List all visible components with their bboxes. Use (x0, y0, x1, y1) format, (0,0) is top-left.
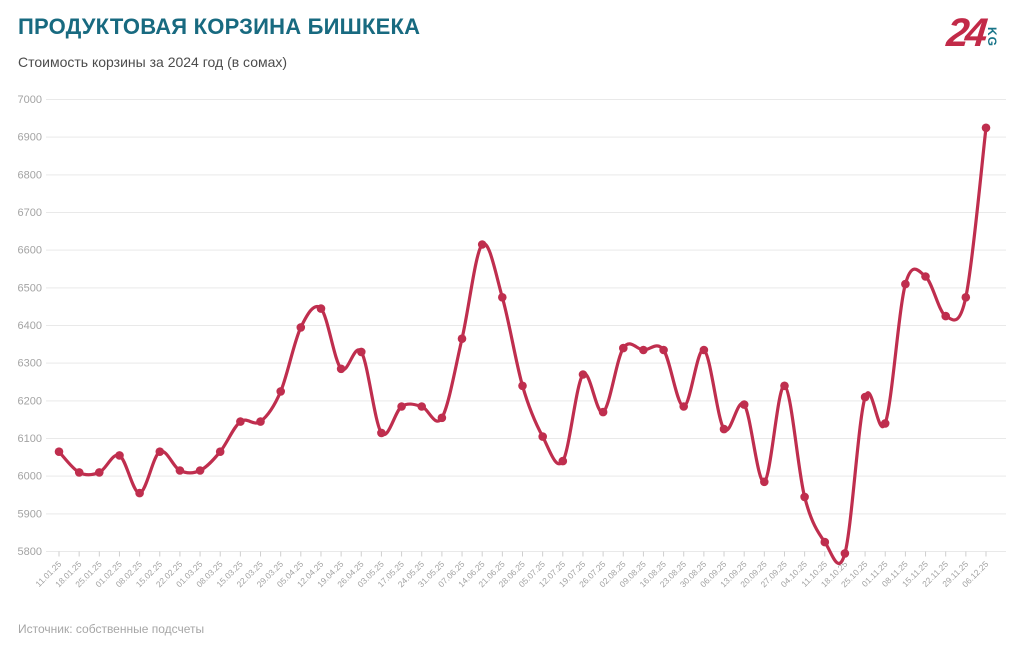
y-axis-label: 6900 (18, 132, 42, 144)
data-point (598, 407, 608, 417)
data-point (477, 240, 487, 249)
data-point (538, 432, 547, 441)
y-axis-label: 6300 (18, 358, 42, 370)
data-point (941, 311, 950, 321)
y-axis-label: 5800 (18, 546, 42, 558)
data-point (236, 417, 245, 426)
data-point (961, 293, 971, 302)
data-point (437, 413, 447, 423)
data-point (659, 345, 668, 355)
data-point (336, 364, 346, 374)
data-point (820, 537, 830, 547)
data-point (719, 424, 729, 434)
data-point (518, 381, 527, 391)
data-point (921, 272, 930, 281)
data-point (397, 402, 406, 411)
data-point (760, 477, 769, 487)
data-point (417, 402, 427, 411)
y-axis-label: 6000 (18, 471, 42, 483)
data-point (357, 347, 366, 357)
data-point (699, 345, 709, 355)
y-axis-label: 5900 (18, 508, 42, 520)
data-point (95, 468, 104, 477)
data-point (175, 466, 185, 475)
data-point (639, 345, 648, 355)
data-point (860, 392, 870, 402)
y-axis-label: 6800 (18, 169, 42, 181)
page-title: ПРОДУКТОВАЯ КОРЗИНА БИШКЕКА (18, 14, 421, 39)
data-point (215, 447, 225, 457)
data-point (377, 428, 386, 438)
data-point (54, 447, 64, 457)
data-point (74, 468, 84, 477)
data-point (256, 417, 265, 426)
y-axis-label: 7000 (18, 94, 42, 106)
data-point (276, 387, 286, 396)
chart-subtitle: Стоимость корзины за 2024 год (в сомах) (18, 54, 288, 70)
data-point (457, 334, 467, 344)
data-point (901, 279, 910, 289)
y-axis-label: 6600 (18, 245, 42, 257)
y-axis-label: 6500 (18, 282, 42, 294)
data-point (619, 343, 628, 353)
data-point (739, 400, 749, 409)
data-point (498, 293, 507, 302)
source-note: Источник: собственные подсчеты (18, 622, 205, 636)
data-point (316, 304, 326, 313)
data-point (155, 447, 165, 457)
data-point (558, 456, 568, 466)
data-point (880, 419, 890, 428)
y-axis-label: 6400 (18, 320, 42, 332)
data-point (115, 451, 124, 460)
data-point (296, 323, 306, 332)
data-point (780, 381, 789, 391)
series-line (57, 126, 988, 565)
data-point (195, 466, 205, 475)
data-point (679, 402, 688, 411)
y-axis-label: 6100 (18, 433, 42, 445)
data-point (981, 123, 991, 133)
data-point (135, 488, 144, 498)
data-point (578, 370, 588, 379)
data-point (800, 492, 809, 502)
data-point (840, 549, 850, 558)
y-axis-label: 6700 (18, 207, 42, 219)
y-axis-label: 6200 (18, 395, 42, 407)
